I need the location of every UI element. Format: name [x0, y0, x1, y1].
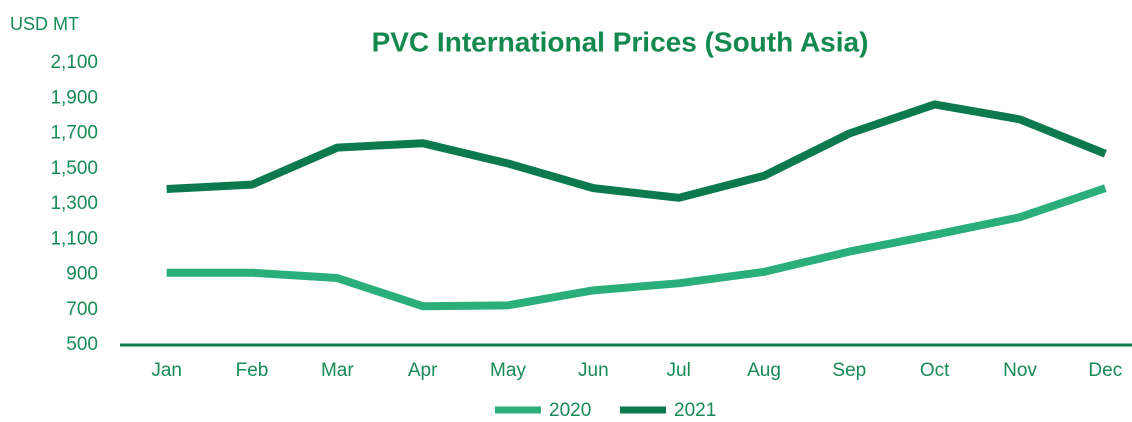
y-tick-label: 1,700 [50, 123, 98, 144]
x-tick-label: Nov [1003, 360, 1037, 381]
x-tick-label: Jun [578, 360, 609, 381]
x-tick-label: Apr [408, 360, 438, 381]
legend-label: 2020 [549, 400, 591, 421]
x-tick-label: Jul [667, 360, 691, 381]
line-series [166, 100, 1107, 202]
x-tick-label: May [490, 360, 526, 381]
y-axis-label: USD MT [10, 14, 79, 34]
line-series [166, 184, 1107, 311]
y-tick-label: 1,900 [50, 87, 98, 108]
y-tick-label: 1,500 [50, 158, 98, 179]
x-tick-label: Jan [151, 360, 182, 381]
x-tick-label: Sep [832, 360, 866, 381]
x-tick-label: Feb [236, 360, 269, 381]
x-tick-label: Dec [1088, 360, 1122, 381]
x-tick-label: Oct [920, 360, 950, 381]
chart-title: PVC International Prices (South Asia) [372, 26, 869, 57]
x-tick-label: Mar [321, 360, 354, 381]
y-tick-label: 900 [66, 264, 98, 285]
legend-label: 2021 [674, 400, 716, 421]
y-tick-label: 500 [66, 334, 98, 355]
y-tick-label: 1,300 [50, 193, 98, 214]
x-tick-label: Aug [747, 360, 781, 381]
y-tick-label: 1,100 [50, 228, 98, 249]
y-tick-label: 2,100 [50, 52, 98, 73]
y-tick-label: 700 [66, 299, 98, 320]
